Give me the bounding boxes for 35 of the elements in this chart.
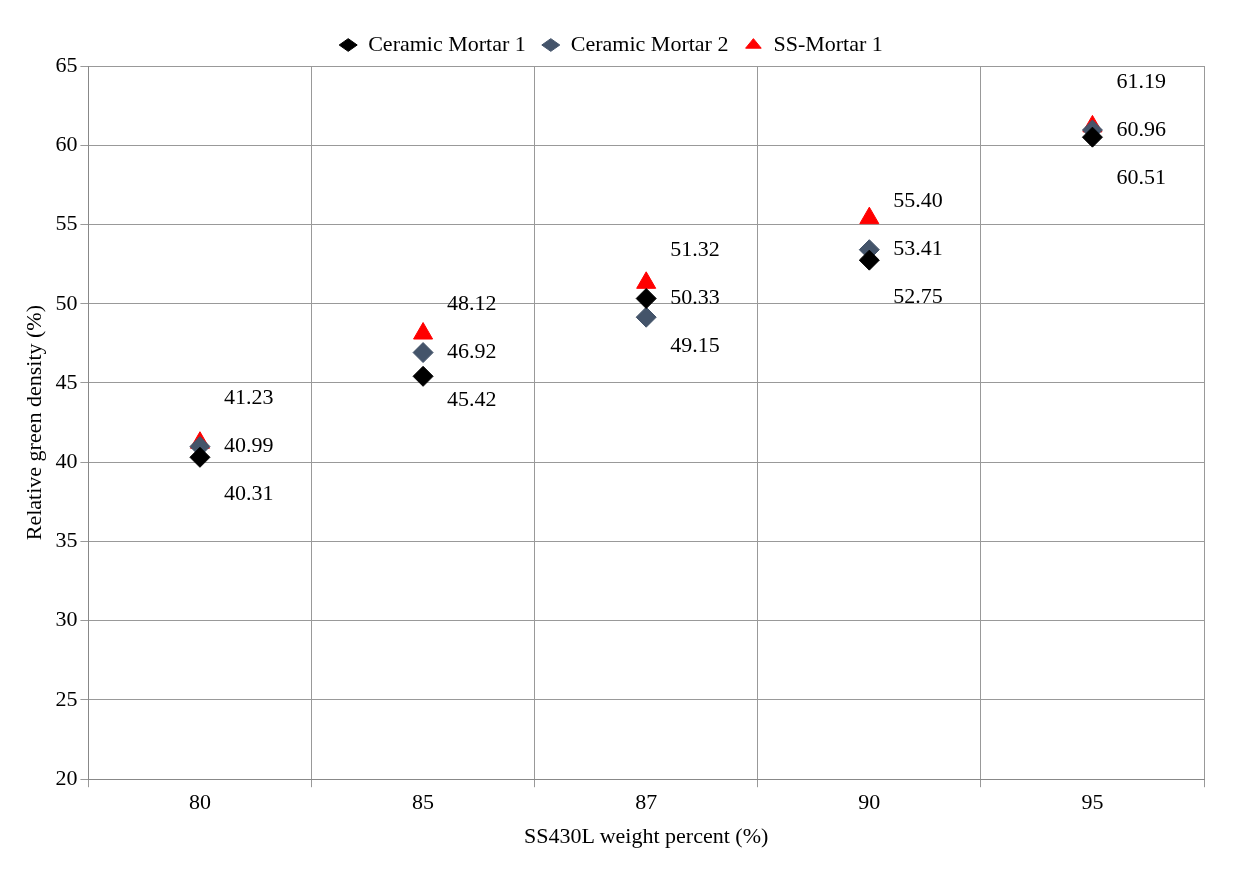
- data-label: 40.31: [223, 480, 274, 506]
- y-tick-label: 65: [55, 51, 78, 77]
- y-tick-label: 55: [55, 210, 78, 236]
- data-label: 40.99: [223, 432, 274, 458]
- data-label: 46.92: [447, 338, 497, 364]
- x-tick-label: 80: [188, 789, 211, 815]
- y-tick-label: 40: [55, 448, 78, 473]
- y-tick-label: 30: [55, 606, 78, 632]
- data-label: 61.19: [1116, 67, 1166, 93]
- data-label: 50.33: [670, 284, 720, 310]
- x-tick-label: 90: [858, 789, 881, 815]
- data-label: 51.32: [670, 236, 720, 262]
- data-label: 48.12: [447, 290, 497, 316]
- y-axis-title: Relative green density (%): [20, 305, 46, 541]
- y-tick-label: 45: [55, 368, 78, 394]
- legend-label: Ceramic Mortar 2: [570, 30, 729, 56]
- data-label: 60.51: [1116, 163, 1166, 189]
- legend-label: SS-Mortar 1: [773, 30, 883, 56]
- x-tick-label: 85: [412, 789, 435, 815]
- x-tick-label: 87: [635, 789, 658, 815]
- data-label: 60.96: [1116, 115, 1166, 141]
- y-tick-label: 35: [55, 527, 78, 553]
- data-label: 49.15: [670, 332, 720, 358]
- data-label: 52.75: [893, 283, 943, 309]
- y-tick-label: 60: [55, 131, 78, 157]
- data-label: 41.23: [223, 384, 274, 410]
- y-tick-label: 20: [55, 764, 78, 790]
- x-axis-title: SS430L weight percent (%): [524, 822, 769, 848]
- data-label: 55.40: [893, 187, 943, 213]
- data-label: 45.42: [447, 386, 497, 412]
- data-label: 53.41: [893, 235, 943, 261]
- y-tick-label: 25: [55, 685, 78, 711]
- legend-label: Ceramic Mortar 1: [368, 30, 526, 56]
- x-tick-label: 95: [1081, 789, 1104, 815]
- y-tick-label: 50: [55, 289, 78, 315]
